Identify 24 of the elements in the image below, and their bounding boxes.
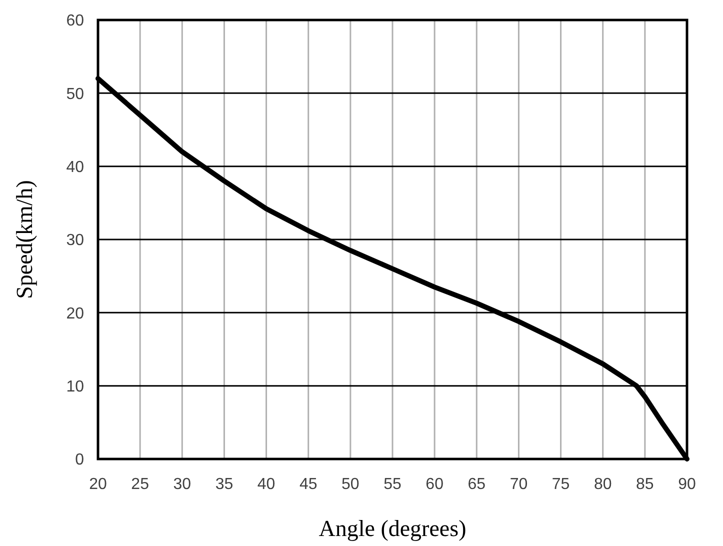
x-tick-label: 65 bbox=[468, 476, 486, 493]
y-tick-label: 60 bbox=[66, 12, 84, 30]
x-tick-label: 30 bbox=[173, 476, 192, 493]
x-tick-label: 25 bbox=[131, 476, 150, 493]
x-tick-label: 80 bbox=[594, 476, 612, 493]
x-tick-label: 40 bbox=[257, 476, 276, 493]
x-tick-label: 45 bbox=[299, 476, 318, 493]
x-tick-label: 70 bbox=[510, 476, 528, 493]
x-tick-label: 50 bbox=[342, 476, 360, 493]
y-tick-label: 50 bbox=[66, 86, 84, 103]
x-tick-label: 20 bbox=[89, 476, 107, 493]
x-tick-label: 90 bbox=[678, 476, 696, 493]
x-tick-label: 85 bbox=[636, 476, 654, 493]
x-tick-label: 55 bbox=[384, 476, 402, 493]
y-tick-label: 10 bbox=[66, 378, 84, 396]
x-axis-title: Angle (degrees) bbox=[318, 516, 466, 541]
x-tick-label: 75 bbox=[552, 476, 570, 493]
y-tick-label: 30 bbox=[66, 232, 84, 250]
y-tick-label: 40 bbox=[66, 158, 84, 176]
x-tick-label: 60 bbox=[426, 476, 444, 493]
y-tick-label: 0 bbox=[75, 452, 84, 469]
y-axis-title: Speed(km/h) bbox=[12, 180, 37, 299]
y-tick-label: 20 bbox=[66, 305, 84, 322]
x-tick-label: 35 bbox=[215, 476, 234, 493]
